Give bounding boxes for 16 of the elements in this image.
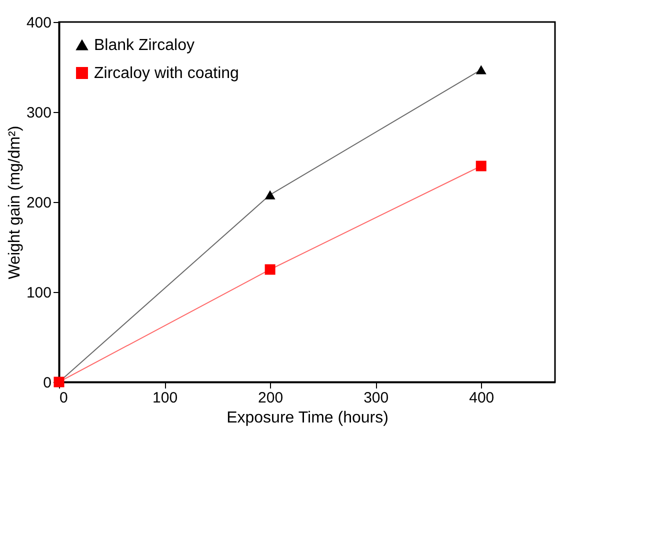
legend-label: Blank Zircaloy (94, 37, 194, 54)
x-tick-label: 300 (364, 390, 389, 406)
point (264, 264, 276, 275)
y-tick-label: 100 (26, 284, 52, 302)
point (476, 160, 486, 172)
x-tick-label: 100 (152, 390, 178, 406)
y-tick-label: 400 (26, 14, 52, 32)
legend-label: Zircaloy with coating (94, 65, 239, 82)
x-axis-title: Exposure Time (hours) (226, 410, 388, 426)
x-tick-label: 400 (469, 390, 494, 406)
y-tick-label: 300 (26, 104, 52, 122)
y-tick-label: 0 (43, 374, 52, 392)
x-tick-label: 0 (60, 390, 68, 406)
x-tick-label: 200 (258, 390, 284, 406)
y-axis-title: Weight gain (mg/dm²) (6, 126, 24, 280)
y-tick-label: 200 (26, 194, 52, 212)
